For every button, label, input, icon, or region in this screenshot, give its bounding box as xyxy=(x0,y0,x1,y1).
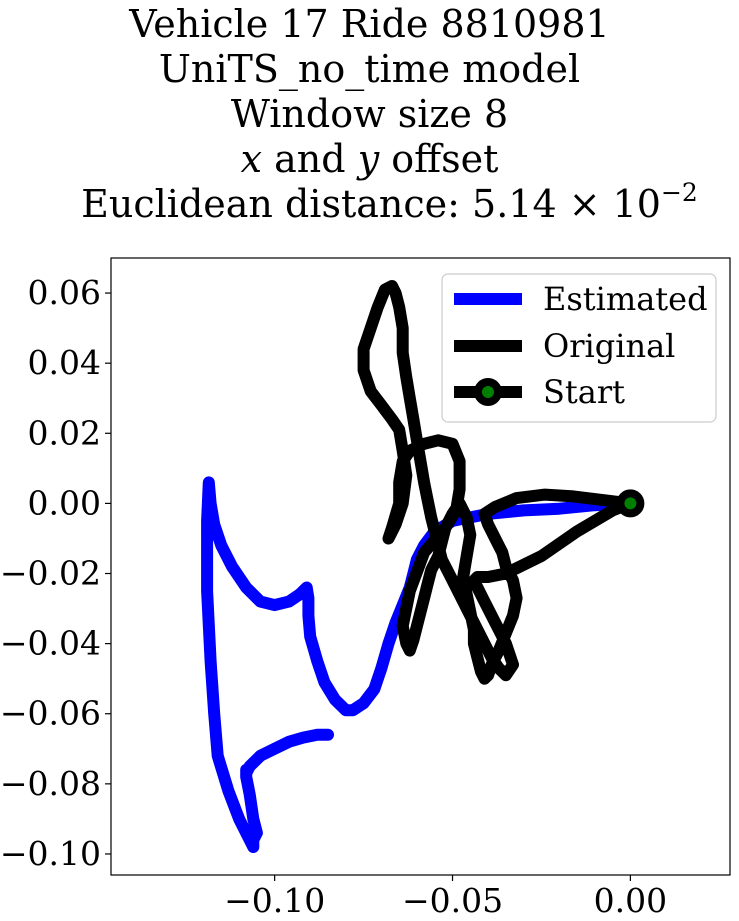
chart-title: Vehicle 17 Ride 8810981 UniTS_no_time mo… xyxy=(0,2,739,227)
x-axis: −0.10 −0.05 0.00 xyxy=(224,875,667,920)
title-line-2: UniTS_no_time model xyxy=(158,47,581,91)
legend-original-label: Original xyxy=(543,327,675,365)
legend-start-label: Start xyxy=(543,373,625,411)
y-tick-label: 0.04 xyxy=(28,343,101,382)
legend-frame xyxy=(441,273,717,423)
legend-estimated-label: Estimated xyxy=(543,280,708,318)
x-tick-label: −0.05 xyxy=(402,881,503,920)
y-tick-label: −0.08 xyxy=(0,764,101,803)
x-tick-label: −0.10 xyxy=(224,881,325,920)
title-y-symbol: y xyxy=(357,137,380,181)
x-tick-label: 0.00 xyxy=(594,881,667,920)
start-marker xyxy=(616,489,645,518)
title-distance-text: Euclidean distance: 5.14 × 10 xyxy=(81,182,661,226)
y-tick-label: 0.00 xyxy=(28,483,101,522)
y-tick-label: 0.06 xyxy=(28,273,101,312)
y-tick-label: −0.06 xyxy=(0,694,101,733)
y-tick-label: −0.04 xyxy=(0,624,101,663)
title-distance-exponent: −2 xyxy=(660,178,698,207)
legend-start-marker xyxy=(474,378,502,406)
y-tick-label: −0.10 xyxy=(0,834,101,873)
axes-frame xyxy=(110,257,731,876)
title-x-symbol: x xyxy=(240,137,263,181)
y-tick-label: 0.02 xyxy=(28,413,101,452)
y-axis: 0.06 0.04 0.02 0.00 −0.02 −0.04 −0.06 −0.08 −0.1… xyxy=(0,273,111,873)
title-line-4: x and y offset xyxy=(0,137,739,182)
title-line-5: Euclidean distance: 5.14 × 10−2 xyxy=(0,180,739,227)
title-line-1: Vehicle 17 Ride 8810981 xyxy=(129,2,610,46)
title-offset-text: offset xyxy=(379,137,499,181)
series-layer xyxy=(201,280,645,853)
series-original-line xyxy=(357,280,637,685)
title-and-text: and xyxy=(262,137,358,181)
y-tick-label: −0.02 xyxy=(0,554,101,593)
legend: Estimated Original Start xyxy=(441,273,717,423)
title-line-3: Window size 8 xyxy=(230,92,509,136)
